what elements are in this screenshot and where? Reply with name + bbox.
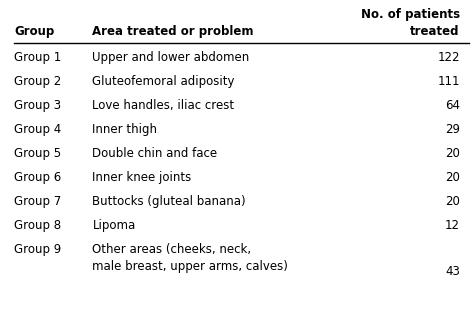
Text: 12: 12 <box>445 219 460 232</box>
Text: 20: 20 <box>445 147 460 160</box>
Text: 64: 64 <box>445 99 460 112</box>
Text: 122: 122 <box>438 51 460 64</box>
Text: Group 4: Group 4 <box>14 123 62 136</box>
Text: Inner knee joints: Inner knee joints <box>92 171 191 184</box>
Text: treated: treated <box>410 25 460 38</box>
Text: Love handles, iliac crest: Love handles, iliac crest <box>92 99 235 112</box>
Text: Upper and lower abdomen: Upper and lower abdomen <box>92 51 250 64</box>
Text: Group 6: Group 6 <box>14 171 62 184</box>
Text: 111: 111 <box>438 75 460 88</box>
Text: Group 7: Group 7 <box>14 195 62 208</box>
Text: 29: 29 <box>445 123 460 136</box>
Text: Other areas (cheeks, neck,
male breast, upper arms, calves): Other areas (cheeks, neck, male breast, … <box>92 243 288 273</box>
Text: Buttocks (gluteal banana): Buttocks (gluteal banana) <box>92 195 246 208</box>
Text: 20: 20 <box>445 171 460 184</box>
Text: Lipoma: Lipoma <box>92 219 136 232</box>
Text: Group 5: Group 5 <box>14 147 61 160</box>
Text: Group 2: Group 2 <box>14 75 62 88</box>
Text: Group 8: Group 8 <box>14 219 61 232</box>
Text: Gluteofemoral adiposity: Gluteofemoral adiposity <box>92 75 235 88</box>
Text: Double chin and face: Double chin and face <box>92 147 218 160</box>
Text: 20: 20 <box>445 195 460 208</box>
Text: No. of patients: No. of patients <box>361 8 460 21</box>
Text: Area treated or problem: Area treated or problem <box>92 25 254 38</box>
Text: Group 9: Group 9 <box>14 243 62 256</box>
Text: 43: 43 <box>445 265 460 278</box>
Text: Group: Group <box>14 25 55 38</box>
Text: Group 3: Group 3 <box>14 99 61 112</box>
Text: Inner thigh: Inner thigh <box>92 123 157 136</box>
Text: Group 1: Group 1 <box>14 51 62 64</box>
